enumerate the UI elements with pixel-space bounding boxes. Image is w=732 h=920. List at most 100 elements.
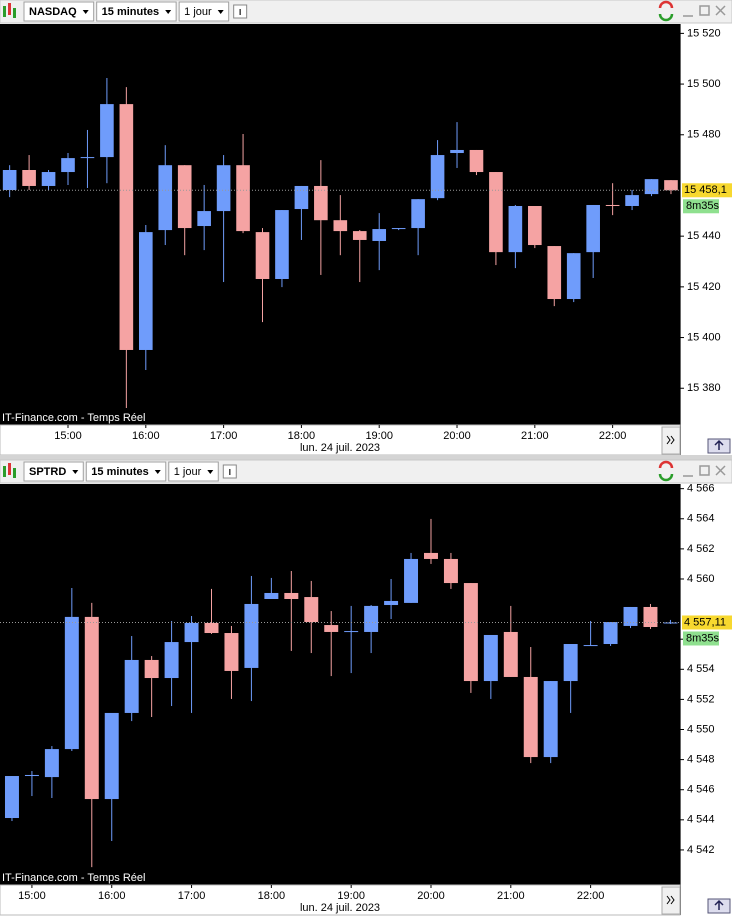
close-button[interactable] <box>715 5 726 16</box>
scroll-glyph <box>666 895 675 905</box>
chart-icon <box>3 6 6 17</box>
dropdown-arrow <box>165 10 172 14</box>
candle-body <box>100 104 114 158</box>
candle-body <box>528 205 542 246</box>
axis-button-glyph <box>714 899 724 910</box>
candle-body <box>22 170 36 186</box>
symbol-label[interactable]: SPTRD <box>29 466 66 478</box>
candle-body <box>304 597 319 623</box>
candle-body <box>177 165 192 229</box>
candle-body <box>255 232 270 279</box>
chart-icon <box>3 466 6 477</box>
dropdown-arrow <box>217 10 224 14</box>
y-tick-label: 4 562 <box>687 543 715 555</box>
candle-body <box>158 165 173 231</box>
candle-body <box>643 606 658 627</box>
x-axis-area <box>0 884 681 916</box>
countdown-label: 8m35s <box>686 200 720 212</box>
candle-body <box>24 774 39 777</box>
price-tag <box>682 183 732 198</box>
candle-body <box>663 622 678 624</box>
x-tick-label: 18:00 <box>288 430 316 442</box>
y-tick-label: 15 400 <box>687 331 721 343</box>
source-label: IT-Finance.com - Temps Réel <box>2 872 145 884</box>
price-tag-label: 4 557,11 <box>684 616 726 628</box>
close-button[interactable] <box>715 465 726 476</box>
scroll-glyph <box>666 435 675 445</box>
range-label[interactable]: 1 jour <box>174 466 202 478</box>
dropdown[interactable] <box>168 461 219 482</box>
countdown-label: 8m35s <box>686 632 720 644</box>
candle-body <box>184 622 199 643</box>
candle-body <box>264 592 279 600</box>
date-label: lun. 24 juil. 2023 <box>300 442 380 454</box>
range-label[interactable]: 1 jour <box>184 6 212 18</box>
y-tick-label: 15 500 <box>687 78 721 90</box>
candle-body <box>583 645 598 647</box>
y-tick-label: 4 544 <box>687 814 715 826</box>
candle-body <box>384 600 399 606</box>
scroll-button[interactable] <box>661 426 681 455</box>
candle-body <box>623 606 638 626</box>
x-tick-label: 22:00 <box>577 890 605 902</box>
x-tick-label: 21:00 <box>521 430 549 442</box>
candle-body <box>119 104 134 350</box>
axis-button-glyph <box>714 439 724 450</box>
candle-body <box>64 616 79 750</box>
plot-area <box>0 484 680 885</box>
candle-body <box>404 558 419 603</box>
y-axis-area <box>680 484 732 885</box>
countdown-tag <box>683 631 719 646</box>
candle-body <box>224 633 239 671</box>
candle-body <box>164 642 179 679</box>
refresh-icon[interactable] <box>658 473 674 482</box>
symbol-label[interactable]: NASDAQ <box>29 6 77 18</box>
candle-body <box>586 204 600 253</box>
date-label: lun. 24 juil. 2023 <box>300 902 380 914</box>
chart-icon <box>13 468 16 478</box>
maximize-button[interactable] <box>699 465 710 476</box>
refresh-icon[interactable] <box>658 460 674 469</box>
dropdown-arrow <box>82 10 89 14</box>
candle-body <box>430 155 445 199</box>
maximize-button[interactable] <box>699 5 710 16</box>
dropdown[interactable] <box>23 1 95 22</box>
candle-body <box>2 170 17 191</box>
candle-body <box>625 195 639 206</box>
candle-body <box>503 631 518 677</box>
candle-body <box>489 172 503 253</box>
candle-body <box>605 204 620 206</box>
candle-body <box>138 232 153 350</box>
dropdown[interactable] <box>85 461 167 482</box>
candle-body <box>483 634 498 682</box>
candle-body <box>644 179 659 195</box>
refresh-icon[interactable] <box>658 0 674 9</box>
chart-icon <box>8 463 11 475</box>
x-tick-label: 16:00 <box>98 890 126 902</box>
candle-body <box>463 583 478 682</box>
y-tick-label: 15 520 <box>687 27 721 39</box>
candle-body <box>391 228 406 230</box>
x-tick-label: 15:00 <box>18 890 46 902</box>
dropdown[interactable] <box>96 1 177 22</box>
y-axis-area <box>680 24 732 425</box>
x-tick-label: 22:00 <box>599 430 627 442</box>
x-tick-label: 17:00 <box>210 430 238 442</box>
dropdown[interactable] <box>23 461 84 482</box>
interval-label[interactable]: 15 minutes <box>102 6 159 18</box>
candle-body <box>333 220 348 232</box>
y-tick-label: 4 548 <box>687 754 715 766</box>
countdown-tag <box>683 199 719 214</box>
candle-body <box>372 229 387 241</box>
candle-body <box>294 185 309 210</box>
candle-body <box>450 149 464 154</box>
refresh-icon[interactable] <box>658 13 674 22</box>
candle-body <box>566 253 581 300</box>
scroll-button[interactable] <box>661 886 681 915</box>
interval-label[interactable]: 15 minutes <box>91 466 148 478</box>
y-tick-label: 4 550 <box>687 723 715 735</box>
candle-body <box>563 644 578 682</box>
candle-body <box>204 622 219 634</box>
dropdown[interactable] <box>178 1 230 22</box>
